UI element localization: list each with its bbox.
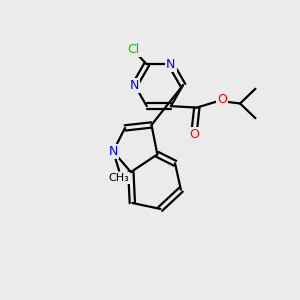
Text: CH₃: CH₃ [109, 173, 130, 183]
Text: O: O [190, 128, 200, 141]
Text: Cl: Cl [128, 43, 140, 56]
Text: N: N [130, 79, 140, 92]
Text: O: O [218, 93, 227, 106]
Text: N: N [109, 145, 118, 158]
Text: N: N [166, 58, 176, 71]
